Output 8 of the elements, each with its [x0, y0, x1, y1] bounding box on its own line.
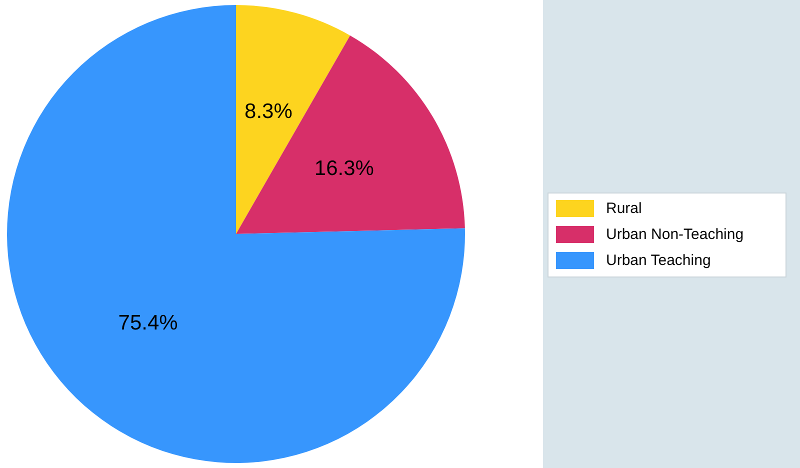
pie-slice [7, 5, 465, 463]
legend-label: Rural [606, 200, 642, 217]
data-label: 8.3% [244, 100, 292, 123]
data-label: 16.3% [314, 157, 374, 180]
pie-slice [236, 35, 465, 234]
data-label: 75.4% [118, 312, 178, 335]
legend-label: Urban Non-Teaching [606, 226, 744, 243]
legend-label: Urban Teaching [606, 252, 711, 269]
